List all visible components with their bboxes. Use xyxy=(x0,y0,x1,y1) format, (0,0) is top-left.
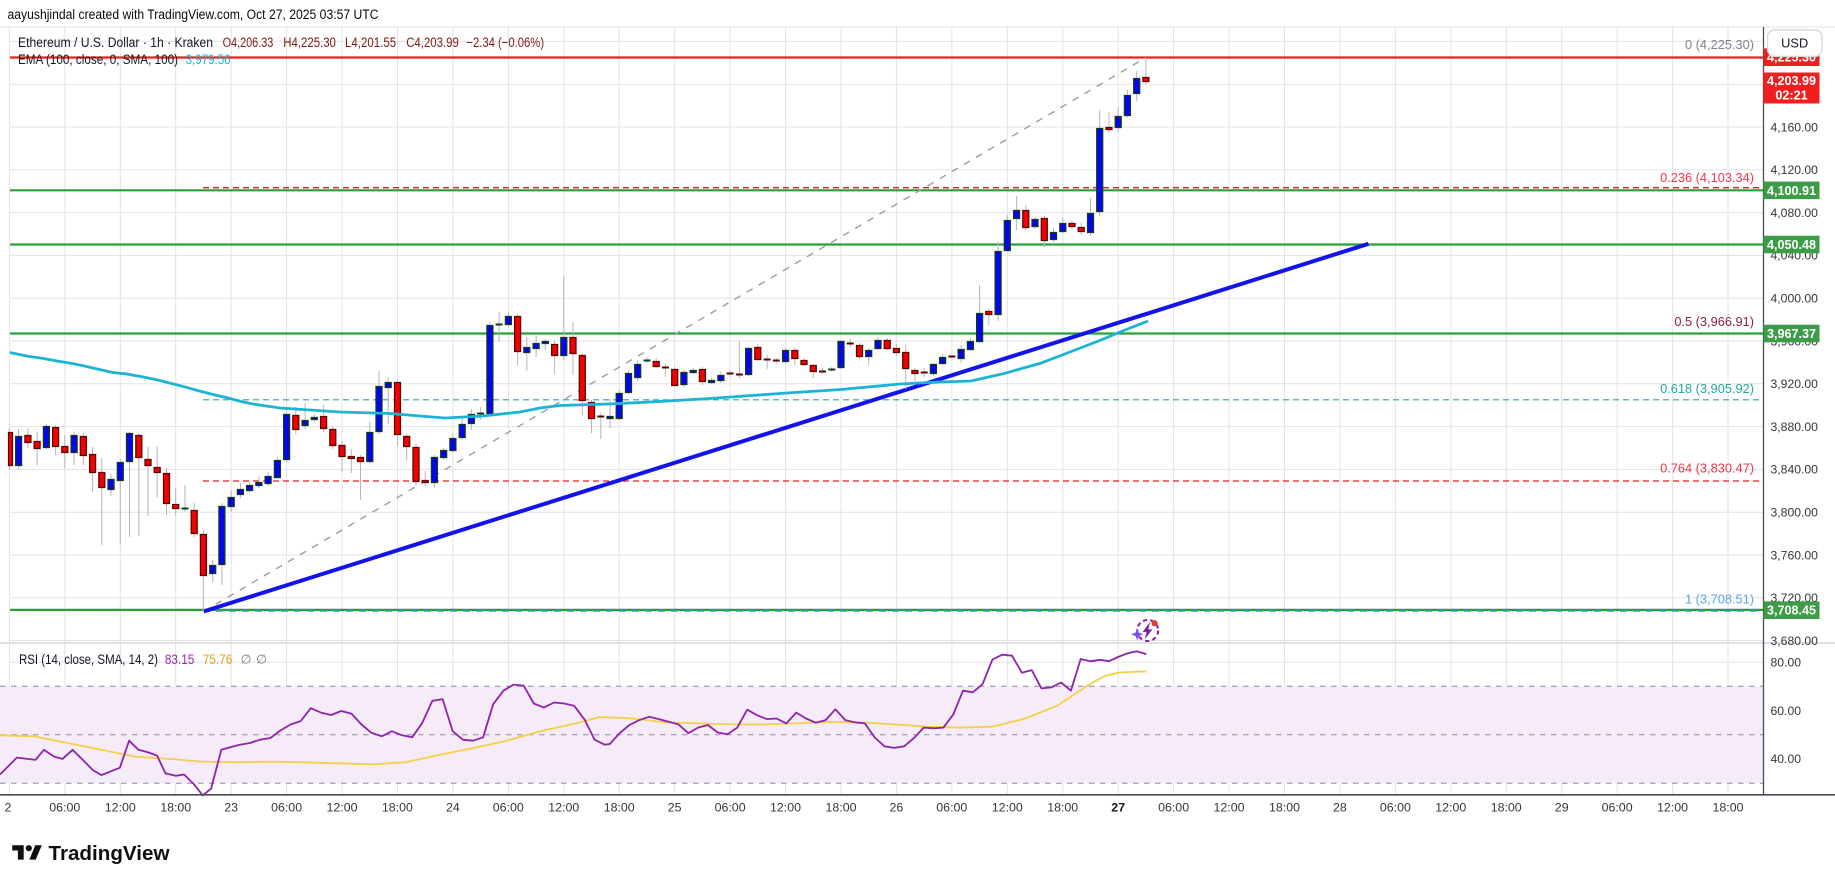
svg-text:06:00: 06:00 xyxy=(271,801,302,815)
svg-text:23: 23 xyxy=(224,801,238,815)
svg-text:26: 26 xyxy=(890,801,904,815)
svg-text:12:00: 12:00 xyxy=(770,801,801,815)
svg-text:O4,206.33: O4,206.33 xyxy=(223,35,274,50)
svg-text:28: 28 xyxy=(1333,801,1347,815)
svg-text:0.618 (3,905.92): 0.618 (3,905.92) xyxy=(1660,381,1754,396)
svg-text:3,979.56: 3,979.56 xyxy=(186,52,231,67)
svg-text:18:00: 18:00 xyxy=(825,801,856,815)
svg-text:∅: ∅ xyxy=(256,653,267,667)
svg-text:1 (3,708.51): 1 (3,708.51) xyxy=(1685,592,1754,607)
svg-text:∅: ∅ xyxy=(241,653,252,667)
svg-text:L4,201.55: L4,201.55 xyxy=(345,35,396,50)
svg-text:12:00: 12:00 xyxy=(1213,801,1244,815)
svg-text:3,920.00: 3,920.00 xyxy=(1771,377,1819,391)
svg-text:12:00: 12:00 xyxy=(1435,801,1466,815)
svg-text:4,203.99: 4,203.99 xyxy=(1767,74,1816,88)
svg-text:12:00: 12:00 xyxy=(992,801,1023,815)
svg-text:3,840.00: 3,840.00 xyxy=(1771,463,1819,477)
svg-text:60.00: 60.00 xyxy=(1771,704,1802,718)
svg-text:RSI (14, close, SMA, 14, 2): RSI (14, close, SMA, 14, 2) xyxy=(19,652,158,667)
svg-text:0 (4,225.30): 0 (4,225.30) xyxy=(1685,37,1754,52)
svg-text:18:00: 18:00 xyxy=(160,801,191,815)
svg-text:4,080.00: 4,080.00 xyxy=(1771,206,1819,220)
svg-text:75.76: 75.76 xyxy=(203,652,233,667)
svg-text:06:00: 06:00 xyxy=(493,801,524,815)
svg-text:12:00: 12:00 xyxy=(1657,801,1688,815)
svg-text:24: 24 xyxy=(446,801,460,815)
svg-text:2: 2 xyxy=(5,801,12,815)
svg-text:18:00: 18:00 xyxy=(1269,801,1300,815)
svg-text:06:00: 06:00 xyxy=(1158,801,1189,815)
svg-text:06:00: 06:00 xyxy=(49,801,80,815)
svg-text:06:00: 06:00 xyxy=(1380,801,1411,815)
svg-text:4,100.91: 4,100.91 xyxy=(1767,184,1816,198)
svg-text:02:21: 02:21 xyxy=(1775,88,1807,102)
svg-text:Ethereum / U.S. Dollar · 1h ·: Ethereum / U.S. Dollar · 1h · Kraken xyxy=(18,35,213,50)
svg-text:18:00: 18:00 xyxy=(1491,801,1522,815)
svg-text:4,050.48: 4,050.48 xyxy=(1767,238,1816,252)
svg-text:USD: USD xyxy=(1781,36,1808,51)
svg-text:18:00: 18:00 xyxy=(604,801,635,815)
svg-text:aayushjindal created with Trad: aayushjindal created with TradingView.co… xyxy=(8,7,379,22)
svg-text:18:00: 18:00 xyxy=(1047,801,1078,815)
svg-text:83.15: 83.15 xyxy=(165,652,194,667)
svg-text:C4,203.99: C4,203.99 xyxy=(406,35,459,50)
svg-text:06:00: 06:00 xyxy=(715,801,746,815)
svg-text:0.236 (4,103.34): 0.236 (4,103.34) xyxy=(1660,170,1754,185)
svg-text:06:00: 06:00 xyxy=(1602,801,1633,815)
svg-text:3,967.37: 3,967.37 xyxy=(1767,327,1816,341)
svg-text:40.00: 40.00 xyxy=(1771,752,1802,766)
svg-text:80.00: 80.00 xyxy=(1771,655,1802,669)
svg-text:TradingView: TradingView xyxy=(49,842,170,865)
svg-text:18:00: 18:00 xyxy=(382,801,413,815)
svg-text:4,120.00: 4,120.00 xyxy=(1771,163,1819,177)
svg-text:12:00: 12:00 xyxy=(548,801,579,815)
svg-text:12:00: 12:00 xyxy=(105,801,136,815)
svg-text:27: 27 xyxy=(1111,801,1125,815)
svg-text:3,800.00: 3,800.00 xyxy=(1771,506,1819,520)
svg-text:4,000.00: 4,000.00 xyxy=(1771,292,1819,306)
svg-text:18:00: 18:00 xyxy=(1712,801,1743,815)
svg-text:25: 25 xyxy=(668,801,682,815)
svg-text:0.764 (3,830.47): 0.764 (3,830.47) xyxy=(1660,461,1754,476)
svg-text:EMA (100, close, 0, SMA, 100): EMA (100, close, 0, SMA, 100) xyxy=(18,52,178,67)
svg-text:H4,225.30: H4,225.30 xyxy=(283,35,336,50)
svg-text:3,880.00: 3,880.00 xyxy=(1771,420,1819,434)
svg-text:12:00: 12:00 xyxy=(326,801,357,815)
svg-text:4,160.00: 4,160.00 xyxy=(1771,120,1819,134)
svg-text:3,680.00: 3,680.00 xyxy=(1771,634,1819,648)
svg-text:3,708.45: 3,708.45 xyxy=(1767,604,1816,618)
svg-text:−2.34 (−0.06%): −2.34 (−0.06%) xyxy=(466,35,544,50)
svg-text:29: 29 xyxy=(1555,801,1569,815)
svg-text:06:00: 06:00 xyxy=(936,801,967,815)
svg-text:3,760.00: 3,760.00 xyxy=(1771,548,1819,562)
svg-text:0.5 (3,966.91): 0.5 (3,966.91) xyxy=(1674,314,1754,329)
